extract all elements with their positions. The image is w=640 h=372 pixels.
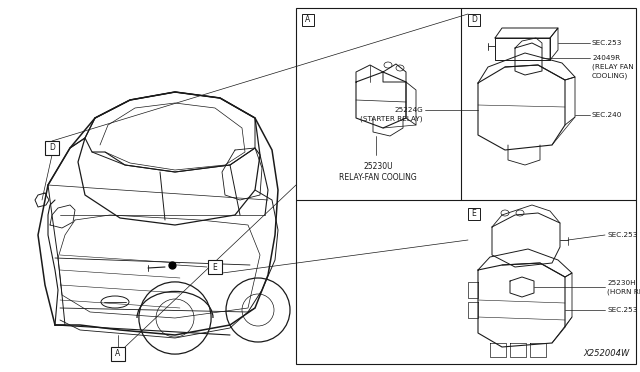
Text: SEC.253: SEC.253 [607, 307, 637, 313]
Text: SEC.253: SEC.253 [592, 40, 622, 46]
Text: (RELAY FAN: (RELAY FAN [592, 64, 634, 70]
Bar [302, 14, 314, 26]
Bar [468, 208, 480, 220]
Text: COOLING): COOLING) [592, 73, 628, 79]
Text: RELAY-FAN COOLING: RELAY-FAN COOLING [339, 173, 417, 182]
Text: A: A [305, 16, 310, 25]
Text: (HORN RELAY): (HORN RELAY) [607, 289, 640, 295]
Text: D: D [471, 16, 477, 25]
Bar [111, 347, 125, 361]
Text: 25230H: 25230H [607, 280, 636, 286]
Text: E: E [212, 263, 218, 272]
Bar [468, 14, 480, 26]
Text: A: A [115, 350, 120, 359]
Text: SEC.240: SEC.240 [592, 112, 622, 118]
Text: E: E [472, 209, 476, 218]
Text: 25224G: 25224G [394, 107, 423, 113]
Text: 25230U: 25230U [363, 162, 393, 171]
Text: (STARTER RELAY): (STARTER RELAY) [360, 116, 423, 122]
Text: SEC.253: SEC.253 [607, 232, 637, 238]
Text: 24049R: 24049R [592, 55, 620, 61]
Bar [296, 8, 636, 364]
Text: D: D [49, 144, 55, 153]
Circle shape [226, 278, 290, 342]
Text: X252004W: X252004W [584, 349, 630, 358]
Bar [45, 141, 59, 155]
Bar [208, 260, 222, 274]
